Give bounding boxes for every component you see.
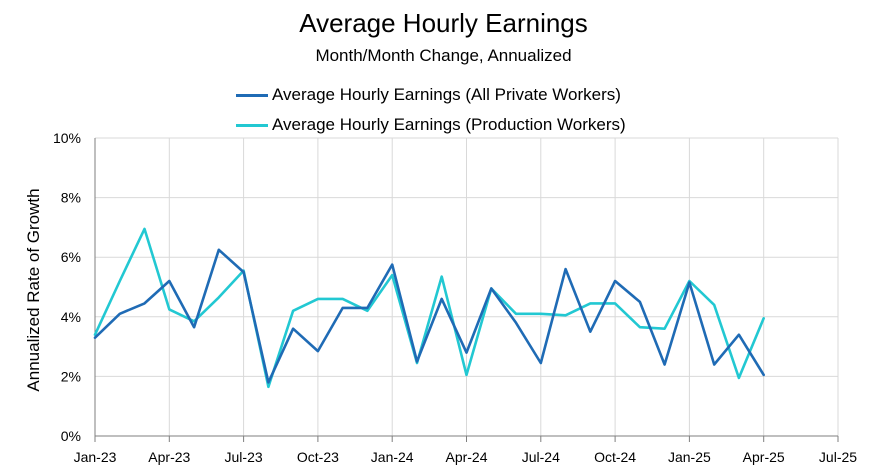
series-line-all-private bbox=[93, 248, 766, 384]
x-tick-label: Jan-23 bbox=[74, 449, 117, 465]
x-tick-label: Apr-25 bbox=[743, 449, 785, 465]
x-tick-label: Jul-24 bbox=[522, 449, 560, 465]
legend: Average Hourly Earnings (All Private Wor… bbox=[236, 80, 626, 140]
chart-title: Average Hourly Earnings bbox=[299, 8, 588, 38]
legend-swatch-all-private bbox=[236, 93, 268, 97]
y-tick-label: 4% bbox=[61, 309, 81, 325]
x-tick-label: Oct-24 bbox=[594, 449, 636, 465]
x-tick-label: Jan-25 bbox=[668, 449, 711, 465]
y-tick-label: 2% bbox=[61, 368, 81, 384]
series-line-production bbox=[93, 227, 766, 389]
legend-item-production: Average Hourly Earnings (Production Work… bbox=[236, 110, 626, 140]
y-tick-label: 10% bbox=[53, 130, 81, 146]
legend-label-production: Average Hourly Earnings (Production Work… bbox=[272, 115, 626, 134]
y-tick-label: 8% bbox=[61, 190, 81, 206]
legend-swatch-production bbox=[236, 123, 268, 127]
x-tick-label: Jul-25 bbox=[819, 449, 857, 465]
x-tick-label: Jul-23 bbox=[225, 449, 263, 465]
x-tick-label: Apr-23 bbox=[148, 449, 190, 465]
y-tick-label: 6% bbox=[61, 249, 81, 265]
chart-subtitle: Month/Month Change, Annualized bbox=[315, 46, 572, 65]
x-tick-label: Oct-23 bbox=[297, 449, 339, 465]
x-tick-label: Jan-24 bbox=[371, 449, 414, 465]
x-tick-label: Apr-24 bbox=[445, 449, 487, 465]
legend-item-all-private: Average Hourly Earnings (All Private Wor… bbox=[236, 80, 626, 110]
legend-label-all-private: Average Hourly Earnings (All Private Wor… bbox=[272, 85, 621, 104]
y-tick-label: 0% bbox=[61, 428, 81, 444]
